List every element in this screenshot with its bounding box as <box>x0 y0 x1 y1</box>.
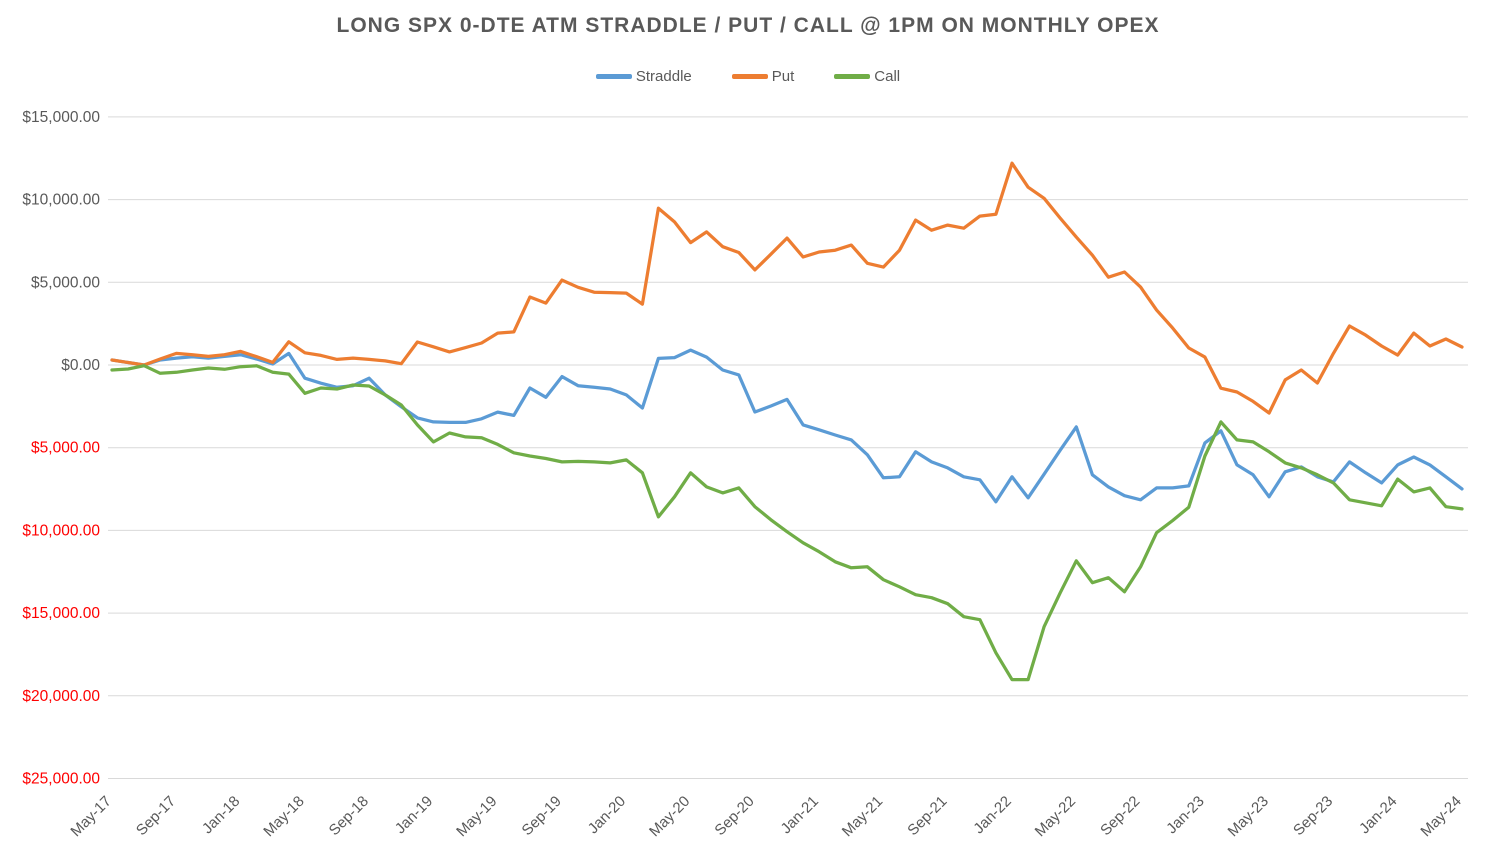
y-axis-tick-label: $5,000.00 <box>31 274 100 291</box>
y-axis-tick-label: $15,000.00 <box>22 605 100 622</box>
call-line-swatch-icon <box>834 74 871 79</box>
y-axis-tick-label: $5,000.00 <box>31 440 100 457</box>
straddle-series-line[interactable] <box>110 348 1464 504</box>
y-axis-tick-label: $25,000.00 <box>22 771 100 788</box>
legend-item-call[interactable]: Call <box>834 68 900 85</box>
y-axis-tick-label: $15,000.00 <box>22 109 100 126</box>
legend-label-put: Put <box>771 68 795 85</box>
y-axis-tick-label: $0.00 <box>61 357 100 374</box>
y-axis-tick-label: $10,000.00 <box>22 192 100 209</box>
legend-label-straddle: Straddle <box>635 68 692 85</box>
y-axis-tick-label: $20,000.00 <box>22 688 100 705</box>
legend-item-straddle[interactable]: Straddle <box>595 68 692 85</box>
call-series-line[interactable] <box>110 364 1464 682</box>
put-line-swatch-icon <box>731 74 768 79</box>
put-series-line[interactable] <box>110 161 1464 415</box>
legend-label-call: Call <box>874 68 901 85</box>
straddle-line-swatch-icon <box>595 74 632 79</box>
legend-item-put[interactable]: Put <box>731 68 795 85</box>
chart-legend: Straddle Put Call <box>0 68 1496 85</box>
y-axis-tick-label: $10,000.00 <box>22 522 100 539</box>
chart-title: LONG SPX 0-DTE ATM STRADDLE / PUT / CALL… <box>336 14 1160 37</box>
